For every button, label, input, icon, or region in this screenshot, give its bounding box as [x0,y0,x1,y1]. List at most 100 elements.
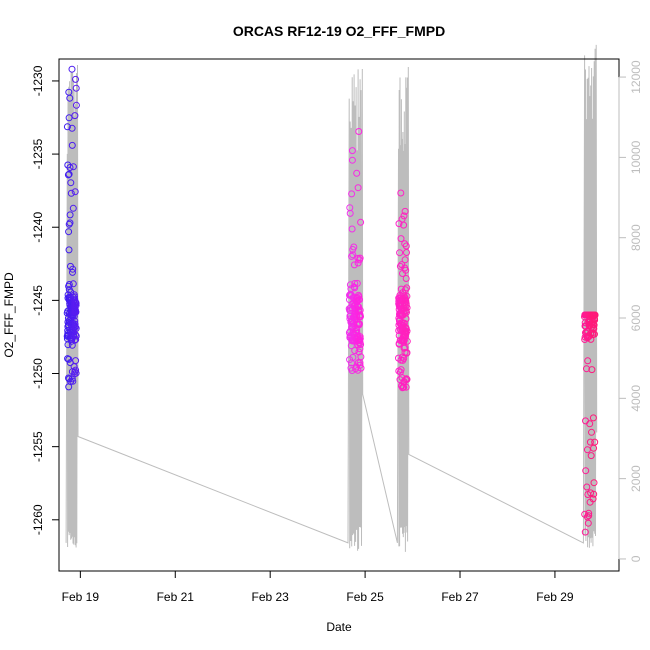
data-point [349,251,357,259]
data-point [587,489,595,497]
data-point [72,101,80,109]
data-point [401,207,409,215]
x-tick-label: Feb 25 [346,590,384,604]
data-point [355,321,363,329]
data-point [356,254,364,262]
data-point [590,479,598,487]
data-point [69,265,77,273]
data-point [72,366,80,374]
data-point [587,452,595,460]
data-point [590,490,598,498]
data-point [585,512,593,520]
data-point [589,495,597,503]
data-point [591,311,599,319]
data-point [67,179,75,187]
data-point [65,228,73,236]
data-point [348,252,356,260]
data-point [356,311,364,319]
data-point [66,164,74,171]
data-point [397,235,405,243]
data-point [403,292,411,300]
data-point [68,65,76,73]
y-tick-label: -1250 [31,358,45,389]
data-point [403,284,411,292]
data-point [72,301,80,309]
points-layer [63,65,599,536]
data-point [401,256,409,264]
data-point [348,156,356,164]
data-point [357,218,365,226]
y2-tick-label: 4000 [629,385,643,412]
data-point [67,189,75,197]
data-point [354,184,362,192]
data-point [348,190,356,198]
data-point [72,332,80,340]
altitude-line [65,44,598,552]
y2-tick-label: 10000 [629,140,643,174]
x-tick-label: Feb 21 [157,590,195,604]
data-point [65,220,73,228]
data-point [401,286,409,294]
data-point [590,330,598,338]
data-point [584,519,592,527]
data-point [69,268,76,276]
data-point [71,112,79,120]
y-tick-label: -1255 [31,431,45,462]
data-point [396,249,404,257]
data-point [397,366,405,374]
data-point [589,414,597,422]
data-point [402,315,410,323]
data-point [356,296,363,304]
y-tick-label: -1240 [31,212,45,243]
data-point [587,335,595,343]
data-point [68,141,76,149]
data-point [66,219,74,227]
data-point [350,243,358,251]
data-point [583,446,591,454]
data-point [400,383,408,391]
data-point [402,266,410,274]
altitude-layer [65,44,598,552]
y2-tick-label: 8000 [629,224,643,251]
y-tick-label: -1260 [31,504,45,535]
data-point [402,324,410,332]
data-point [583,483,591,491]
data-point [71,320,79,328]
data-point [71,188,79,196]
y2-tick-label: 12000 [629,60,643,94]
data-point [584,357,592,365]
data-point [400,221,408,229]
data-point [403,249,410,256]
y2-axis: 0 2000 4000 6000 8000 10000 12000 [618,60,643,562]
data-point [403,304,411,312]
y-tick-label: -1245 [31,285,45,316]
x-tick-label: Feb 23 [252,590,290,604]
data-point [72,369,80,377]
y2-tick-label: 0 [629,555,643,562]
data-point [403,349,411,357]
data-point [588,428,595,436]
y2-tick-label: 6000 [629,304,643,331]
data-point [348,225,356,233]
data-point [348,147,356,155]
data-point [588,366,596,374]
data-point [396,262,404,270]
data-point [65,114,73,122]
data-point [402,275,410,282]
data-point [72,84,80,92]
data-point [402,375,410,383]
data-point [69,377,77,385]
data-point [355,128,363,135]
data-point [357,364,365,372]
data-point [349,353,357,361]
data-point [63,123,71,131]
x-tick-label: Feb 27 [441,590,479,604]
data-point [72,324,80,332]
data-point [65,355,73,363]
data-point [72,336,80,343]
data-point [355,293,363,301]
data-point [355,303,363,311]
plot-frame [58,58,620,572]
data-point [72,308,80,316]
